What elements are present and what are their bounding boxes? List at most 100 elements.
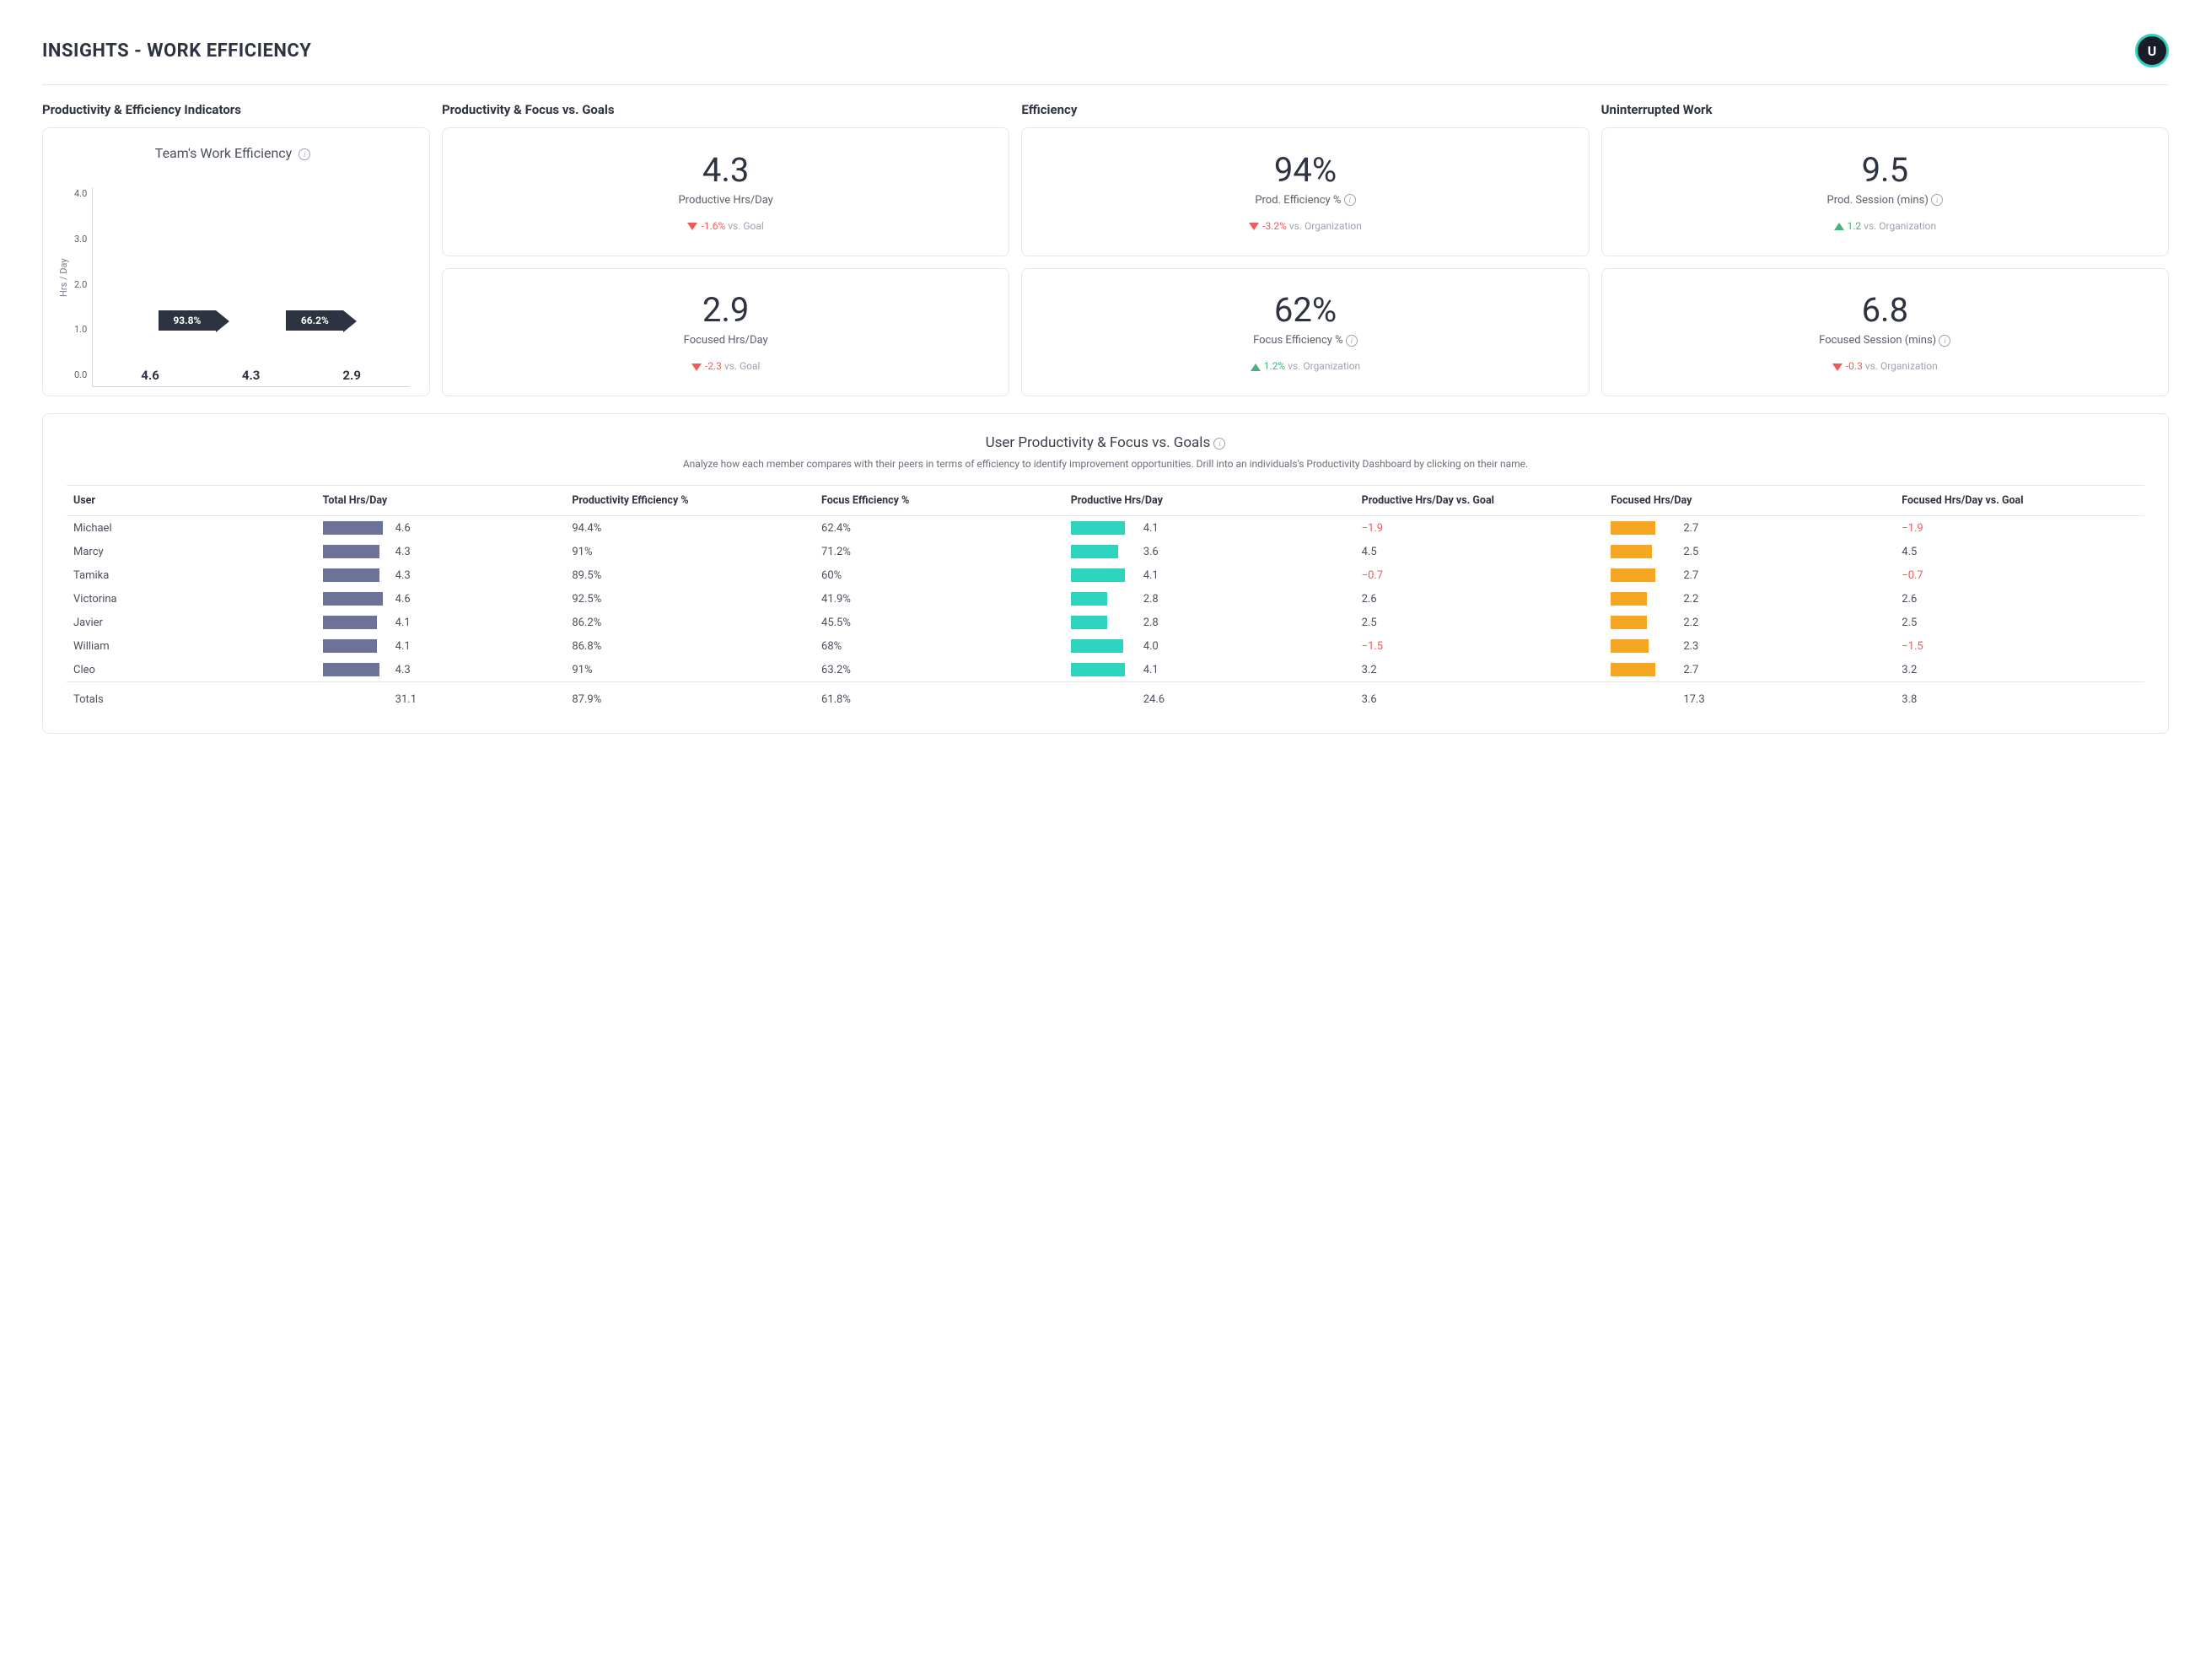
- column-header: Productivity Efficiency %: [565, 486, 815, 516]
- mini-bar: [1611, 568, 1655, 582]
- triangle-down-icon: [687, 223, 697, 230]
- bar-cell-value: 2.7: [1683, 522, 1698, 535]
- table-cell: 94.4%: [565, 516, 815, 541]
- kpi-label: Focus Efficiency % i: [1037, 334, 1573, 347]
- kpi-value: 2.9: [458, 292, 993, 329]
- kpi-delta: -1.6% vs. Goal: [458, 220, 993, 232]
- bar-value-label: 4.3: [242, 368, 261, 383]
- table-header-row: UserTotal Hrs/DayProductivity Efficiency…: [67, 486, 2144, 516]
- triangle-down-icon: [1832, 363, 1842, 371]
- kpi-card: 4.3Productive Hrs/Day-1.6% vs. Goal: [442, 127, 1009, 256]
- table-cell: 63.2%: [815, 658, 1064, 682]
- info-icon[interactable]: i: [1344, 194, 1356, 206]
- table-cell: 89.5%: [565, 563, 815, 587]
- bar-cell: 4.6: [316, 587, 566, 611]
- info-icon[interactable]: i: [1346, 335, 1358, 347]
- bar-value-label: 2.9: [342, 368, 361, 383]
- delta-suffix: vs. Organization: [1285, 360, 1360, 372]
- y-tick: 0.0: [74, 369, 87, 380]
- info-icon[interactable]: i: [1213, 438, 1225, 450]
- info-icon[interactable]: i: [1931, 194, 1943, 206]
- table-row: Cleo4.391%63.2%4.13.22.73.2: [67, 658, 2144, 682]
- section-prod-focus: Productivity & Focus vs. Goals: [442, 102, 1009, 117]
- bar-cell: 2.3: [1604, 634, 1895, 658]
- bar-cell: 2.5: [1604, 540, 1895, 563]
- kpi-delta: -2.3 vs. Goal: [458, 360, 993, 372]
- kpi-delta: 1.2 vs. Organization: [1617, 220, 2153, 232]
- table-cell: −1.9: [1355, 516, 1605, 541]
- mini-bar: [1071, 592, 1108, 606]
- table-row: Tamika4.389.5%60%4.1−0.72.7−0.7: [67, 563, 2144, 587]
- table-cell: 3.8: [1895, 682, 2144, 713]
- table-row: Javier4.186.2%45.5%2.82.52.22.5: [67, 611, 2144, 634]
- mini-bar: [1071, 568, 1125, 582]
- kpi-label: Focused Hrs/Day: [458, 334, 993, 347]
- table-cell: 92.5%: [565, 587, 815, 611]
- table-cell: 17.3: [1604, 682, 1895, 713]
- delta-value: -1.6%: [701, 220, 725, 232]
- delta-suffix: vs. Organization: [1287, 220, 1362, 232]
- delta-suffix: vs. Organization: [1861, 220, 1936, 232]
- triangle-up-icon: [1251, 363, 1261, 371]
- bar-cell-value: 2.8: [1143, 593, 1159, 606]
- mini-bar: [323, 545, 379, 558]
- mini-bar: [1071, 663, 1125, 676]
- mini-bar: [1611, 592, 1647, 606]
- section-efficiency: Efficiency: [1021, 102, 1589, 117]
- kpi-card: 2.9 Focused Hrs/Day -2.3 vs. Goal: [442, 268, 1009, 397]
- mini-bar: [1611, 639, 1649, 653]
- bar-cell: 2.8: [1064, 587, 1355, 611]
- mini-bar: [323, 568, 379, 582]
- table-cell: 2.6: [1895, 587, 2144, 611]
- page-title: INSIGHTS - WORK EFFICIENCY: [42, 40, 311, 62]
- bar-cell-value: 4.3: [395, 546, 411, 558]
- table-cell: 86.2%: [565, 611, 815, 634]
- user-link[interactable]: Michael: [73, 522, 112, 535]
- mini-bar: [1071, 639, 1123, 653]
- bars-row: 4.64.32.9: [93, 188, 409, 386]
- bar-cell: 4.6: [316, 516, 566, 541]
- table-body: Michael4.694.4%62.4%4.1−1.92.7−1.9Marcy4…: [67, 516, 2144, 713]
- delta-value: -3.2%: [1262, 220, 1287, 232]
- user-table: UserTotal Hrs/DayProductivity Efficiency…: [67, 485, 2144, 713]
- user-link[interactable]: Tamika: [73, 569, 109, 582]
- table-cell: 3.2: [1895, 658, 2144, 682]
- user-link[interactable]: Cleo: [73, 664, 95, 676]
- column-header: Focused Hrs/Day vs. Goal: [1895, 486, 2144, 516]
- table-cell: 87.9%: [565, 682, 815, 713]
- table-cell: 2.5: [1355, 611, 1605, 634]
- table-cell: 68%: [815, 634, 1064, 658]
- avatar[interactable]: U: [2135, 34, 2169, 67]
- user-link[interactable]: Javier: [73, 617, 103, 629]
- column-header: User: [67, 486, 316, 516]
- table-cell: 60%: [815, 563, 1064, 587]
- delta-suffix: vs. Goal: [725, 220, 764, 232]
- user-link[interactable]: Victorina: [73, 593, 117, 606]
- table-cell: 86.8%: [565, 634, 815, 658]
- table-cell: −0.7: [1895, 563, 2144, 587]
- kpi-label: Prod. Session (mins) i: [1617, 194, 2153, 207]
- bar-cell: 2.8: [1064, 611, 1355, 634]
- table-cell: 4.5: [1355, 540, 1605, 563]
- section-indicators: Productivity & Efficiency Indicators: [42, 102, 430, 117]
- bar-cell: 2.2: [1604, 587, 1895, 611]
- table-title-text: User Productivity & Focus vs. Goals: [986, 434, 1211, 451]
- delta-value: 1.2: [1848, 220, 1862, 232]
- user-link[interactable]: Marcy: [73, 546, 104, 558]
- mini-bar: [323, 616, 377, 629]
- info-icon[interactable]: i: [299, 148, 310, 160]
- table-cell: 3.2: [1355, 658, 1605, 682]
- mini-bar: [1071, 545, 1118, 558]
- kpi-delta: -3.2% vs. Organization: [1037, 220, 1573, 232]
- info-icon[interactable]: i: [1939, 335, 1950, 347]
- table-row: William4.186.8%68%4.0−1.52.3−1.5: [67, 634, 2144, 658]
- bar-cell-value: 2.2: [1683, 617, 1698, 629]
- page-header: INSIGHTS - WORK EFFICIENCY U: [42, 34, 2169, 85]
- user-link[interactable]: William: [73, 640, 110, 653]
- chart-title-text: Team's Work Efficiency: [155, 145, 292, 161]
- bar-cell-value: 4.0: [1143, 640, 1159, 653]
- kpi-card: 94%Prod. Efficiency % i-3.2% vs. Organiz…: [1021, 127, 1589, 256]
- triangle-down-icon: [691, 363, 702, 371]
- table-row: Michael4.694.4%62.4%4.1−1.92.7−1.9: [67, 516, 2144, 541]
- table-cell: 71.2%: [815, 540, 1064, 563]
